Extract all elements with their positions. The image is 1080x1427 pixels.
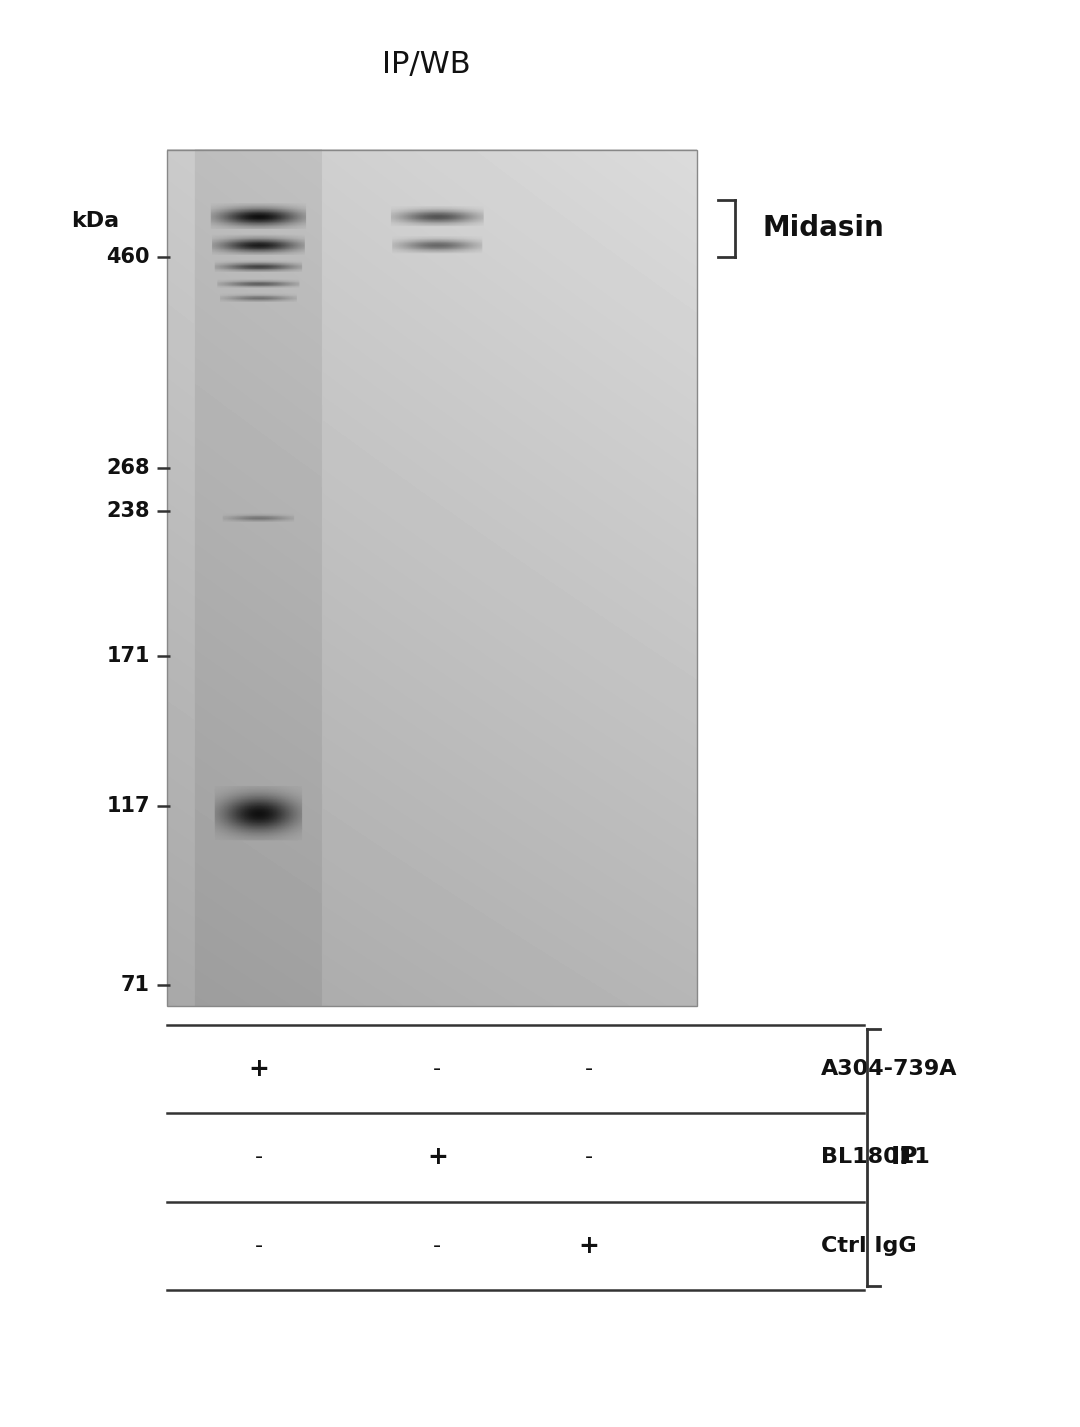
Text: +: + <box>248 1057 270 1080</box>
Text: 238: 238 <box>107 501 150 521</box>
Text: -: - <box>584 1147 593 1167</box>
Text: -: - <box>255 1236 264 1256</box>
Text: BL18011: BL18011 <box>821 1147 930 1167</box>
Text: 268: 268 <box>107 458 150 478</box>
Text: kDa: kDa <box>70 211 119 231</box>
Text: -: - <box>584 1059 593 1079</box>
Text: -: - <box>433 1059 442 1079</box>
Text: Midasin: Midasin <box>762 214 885 243</box>
Text: +: + <box>578 1234 599 1257</box>
Text: IP/WB: IP/WB <box>382 50 471 78</box>
Text: -: - <box>255 1147 264 1167</box>
Text: 71: 71 <box>121 975 150 995</box>
Text: IP: IP <box>891 1146 918 1169</box>
Text: +: + <box>427 1146 448 1169</box>
Bar <box>167 150 697 1006</box>
Text: 117: 117 <box>107 796 150 816</box>
Text: Ctrl IgG: Ctrl IgG <box>821 1236 917 1256</box>
Text: -: - <box>433 1236 442 1256</box>
Text: A304-739A: A304-739A <box>821 1059 957 1079</box>
Text: 460: 460 <box>107 247 150 267</box>
Text: 171: 171 <box>107 646 150 666</box>
